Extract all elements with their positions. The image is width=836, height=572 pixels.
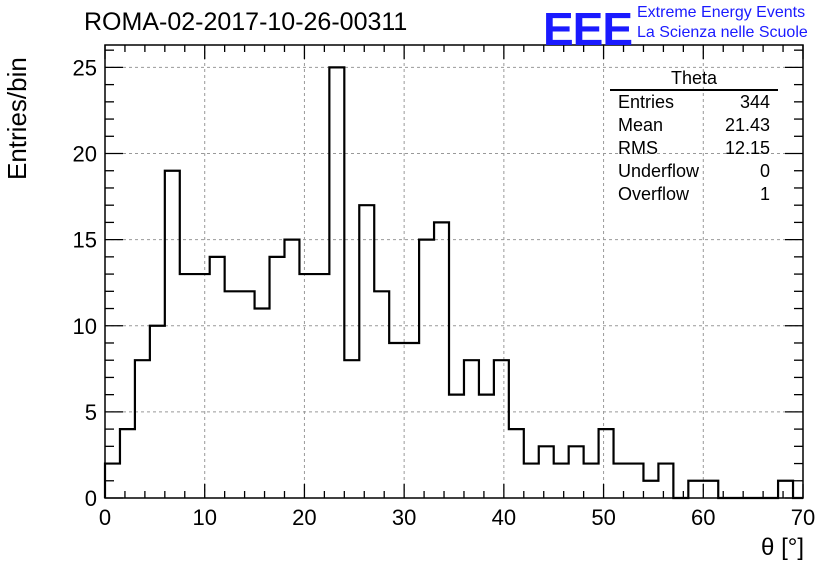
y-tick-label: 20 (73, 142, 97, 167)
histogram-bin (434, 222, 449, 498)
x-tick-label: 40 (492, 505, 516, 530)
histogram-bin (524, 464, 539, 498)
histogram-bin (449, 395, 464, 498)
x-tick-label: 70 (791, 505, 815, 530)
histogram-bin (225, 291, 240, 498)
logo-line-2: La Scienza nelle Scuole (637, 24, 808, 41)
histogram-bin (494, 360, 509, 498)
histogram-bin (270, 257, 285, 498)
histogram-bin (329, 67, 344, 498)
histogram-bin (404, 343, 419, 498)
histogram-bin (629, 464, 644, 498)
x-axis-label: θ [°] (761, 534, 804, 561)
histogram-bin (210, 257, 225, 498)
histogram-bin (195, 274, 210, 498)
stats-row: RMS 12.15 (610, 137, 778, 160)
stats-label: Mean (618, 115, 664, 135)
x-tick-label: 60 (691, 505, 715, 530)
stats-label: Underflow (618, 161, 700, 181)
y-tick-label: 15 (73, 228, 97, 253)
y-tick-label: 10 (73, 314, 97, 339)
x-tick-label: 20 (292, 505, 316, 530)
stats-row: Mean 21.43 (610, 114, 778, 137)
x-tick-label: 30 (392, 505, 416, 530)
logo-line-1: Extreme Energy Events (637, 4, 806, 21)
eee-logo: EEE (543, 3, 633, 55)
histogram-line (103, 66, 803, 500)
y-axis-label: Entries/bin (2, 57, 32, 180)
y-tick-label: 5 (85, 400, 97, 425)
histogram-bin (569, 446, 584, 498)
histogram-bin (778, 481, 793, 498)
histogram-bin (658, 464, 673, 498)
stats-title: Theta (610, 68, 778, 91)
histogram-bin (359, 205, 374, 498)
stats-value: 12.15 (724, 138, 770, 158)
histogram-bin (150, 326, 165, 498)
histogram-bin (314, 274, 329, 498)
stats-label: Overflow (618, 184, 690, 204)
stats-value: 0 (759, 161, 770, 181)
histogram-bin (688, 481, 703, 498)
histogram-bin (284, 240, 299, 498)
y-tick-label: 25 (73, 55, 97, 80)
histogram-bin (180, 274, 195, 498)
histogram-bin (419, 240, 434, 498)
histogram-bin (464, 360, 479, 498)
histogram-bin (299, 274, 314, 498)
histogram-bin (120, 429, 135, 498)
stats-value: 344 (739, 92, 770, 112)
stats-label: RMS (618, 138, 658, 158)
histogram-bin (479, 395, 494, 498)
histogram-bin (374, 291, 389, 498)
histogram-bin (614, 464, 629, 498)
histogram-bin (135, 360, 150, 498)
y-tick-label: 0 (85, 486, 97, 511)
x-tick-label: 50 (591, 505, 615, 530)
stats-box: Theta Entries 344 Mean 21.43 RMS 12.15 Unde… (610, 68, 778, 206)
x-tick-label: 10 (192, 505, 216, 530)
x-tick-label: 0 (99, 505, 111, 530)
histogram-bin (703, 481, 718, 498)
stats-row: Overflow 1 (610, 183, 778, 206)
plot-title: ROMA-02-2017-10-26-00311 (84, 8, 408, 36)
stats-value: 1 (759, 184, 770, 204)
histogram-bin (599, 429, 614, 498)
histogram-bin (240, 291, 255, 498)
histogram-bin (389, 343, 404, 498)
histogram-bin (539, 446, 554, 498)
stats-value: 21.43 (724, 115, 770, 135)
histogram-bin (255, 309, 270, 498)
histogram-bin (584, 464, 599, 498)
plot-frame (104, 44, 804, 499)
stats-row: Underflow 0 (610, 160, 778, 183)
histogram-bin (165, 171, 180, 498)
histogram-bin (509, 429, 524, 498)
histogram-bin (554, 464, 569, 498)
histogram-bin (344, 360, 359, 498)
histogram-bin (643, 481, 658, 498)
stats-label: Entries (618, 92, 675, 112)
stats-row: Entries 344 (610, 91, 778, 114)
